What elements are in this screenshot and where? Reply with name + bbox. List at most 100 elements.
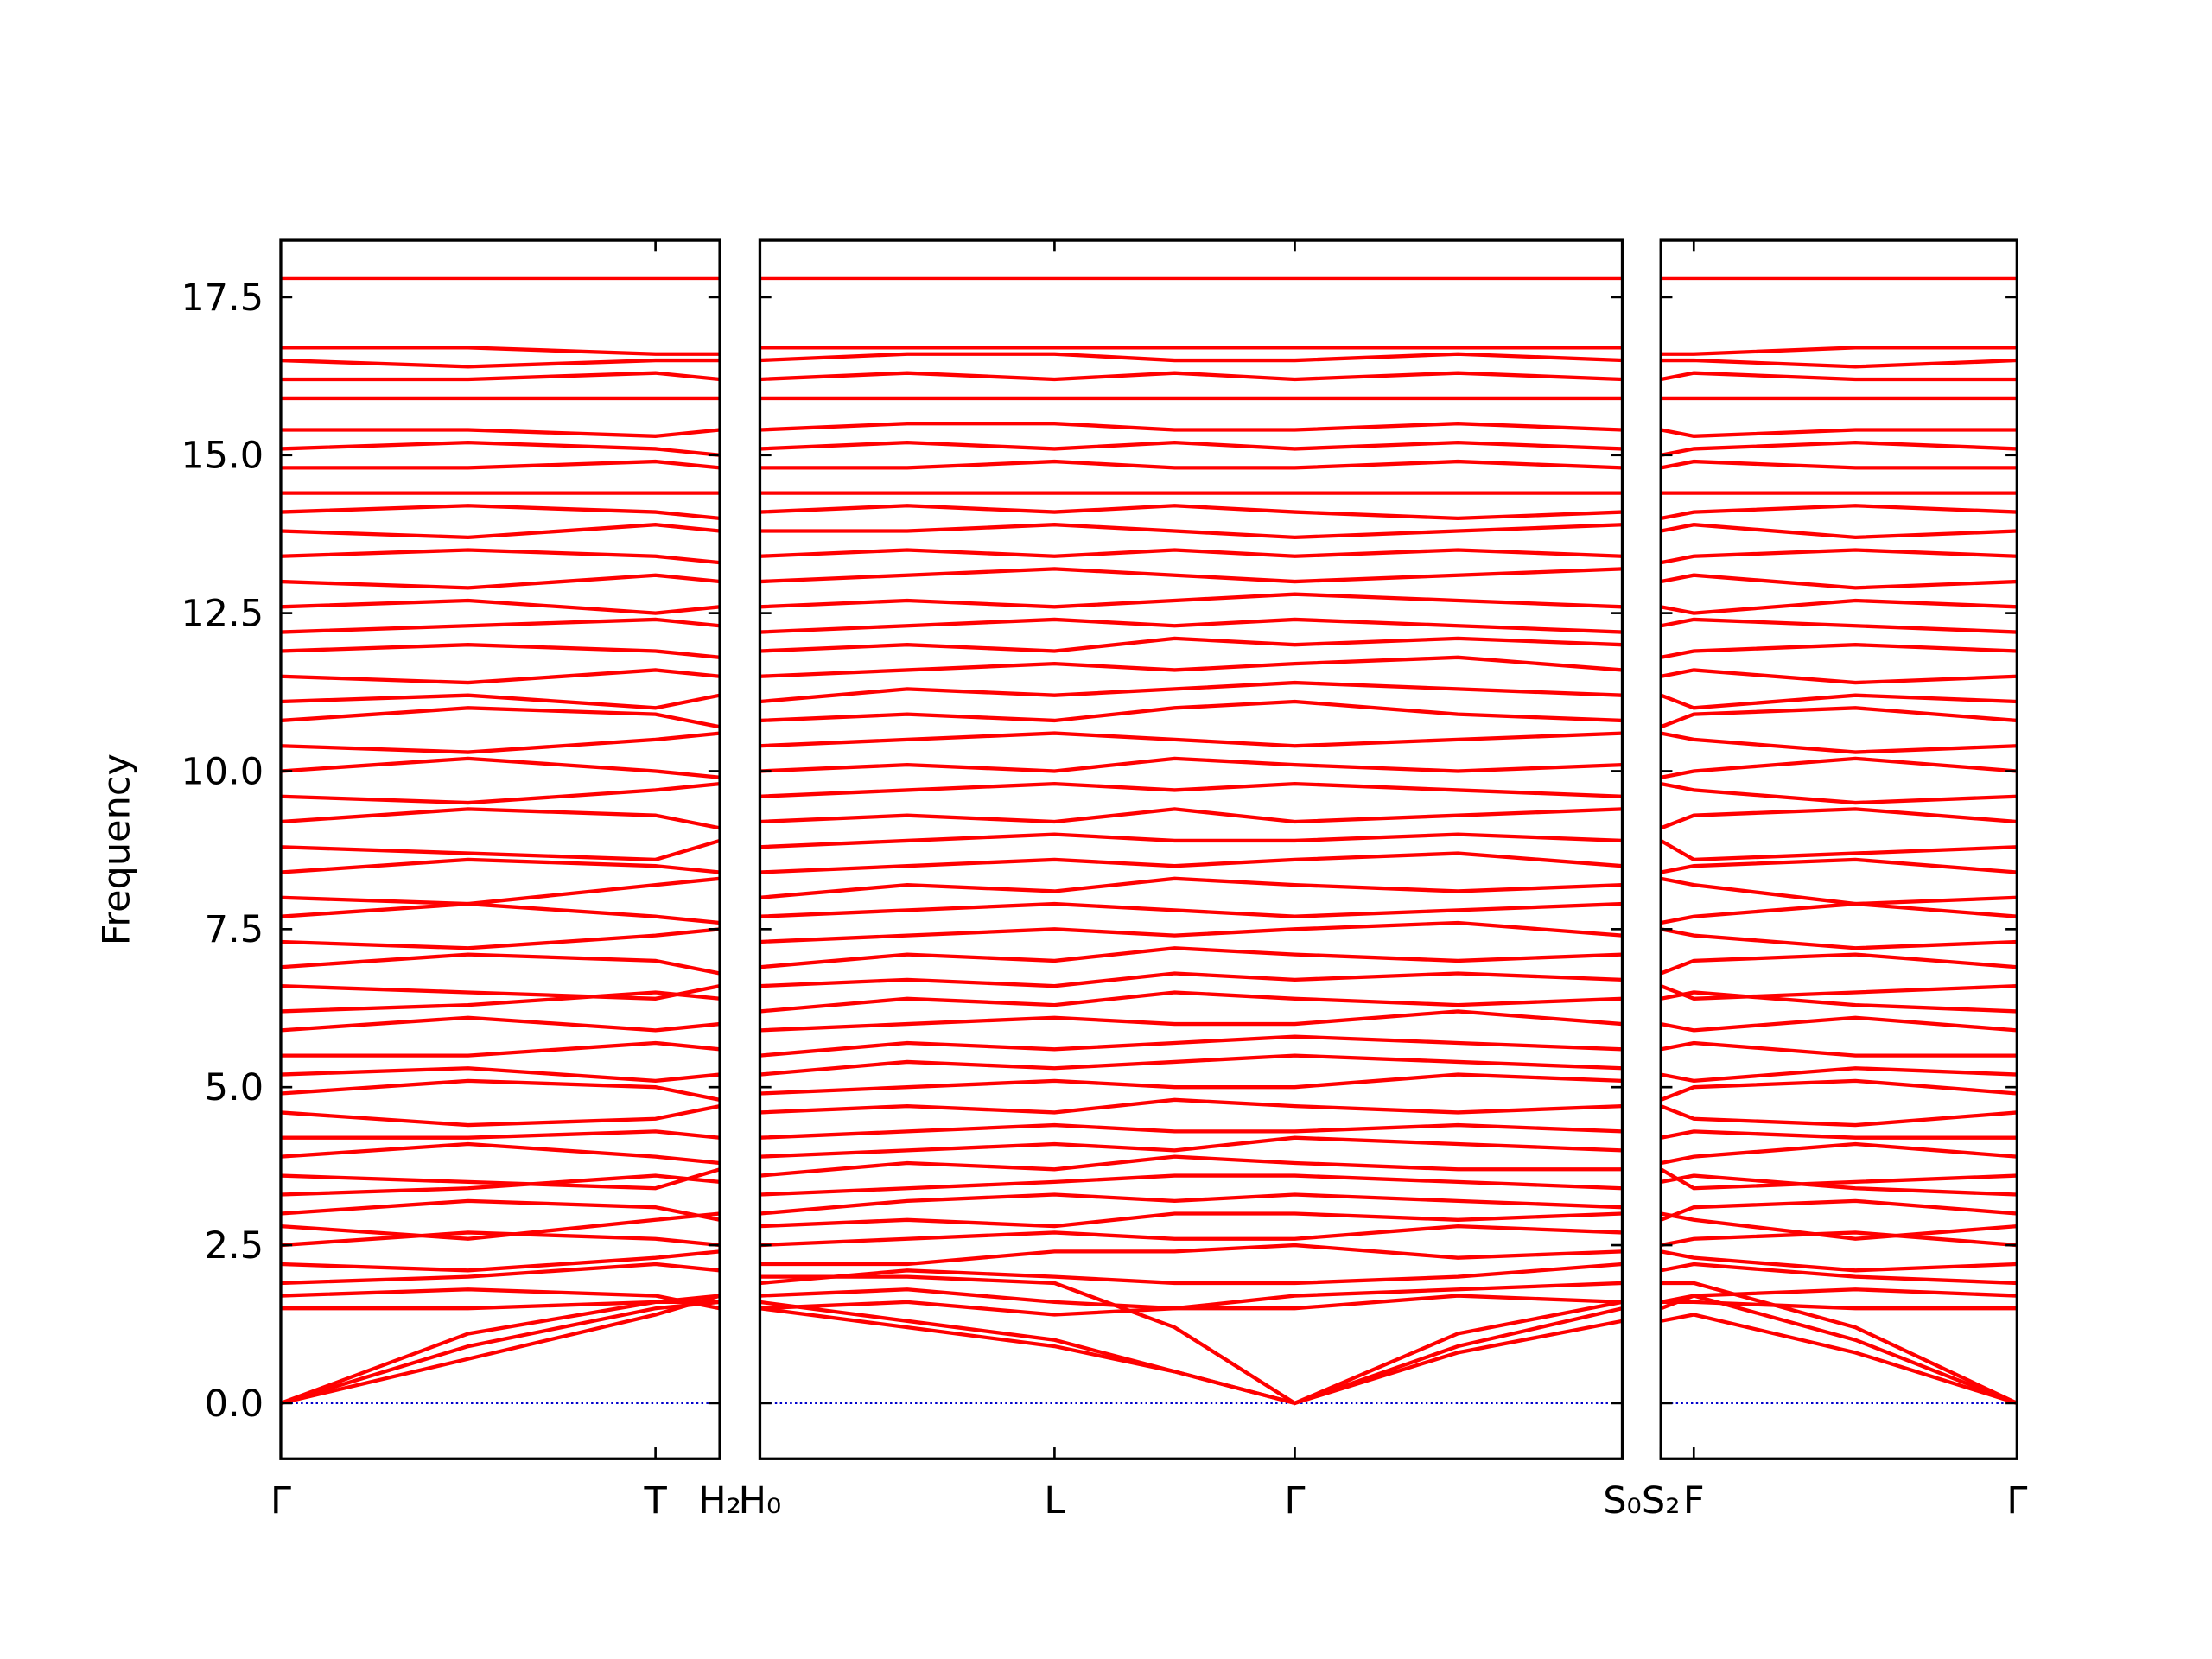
x-tick-label: S₀ — [1603, 1479, 1642, 1522]
band-line — [1661, 573, 2018, 590]
band-line — [1661, 459, 2018, 470]
band-line — [1661, 706, 2018, 729]
band-line — [280, 756, 721, 779]
band-line — [760, 504, 1623, 521]
band-line — [280, 598, 721, 615]
band-line — [280, 523, 721, 540]
band-line — [280, 548, 721, 565]
band-line — [1661, 1262, 2018, 1286]
band-line — [1661, 440, 2018, 457]
band-line — [280, 1262, 721, 1286]
band-line — [760, 832, 1623, 849]
band-line — [280, 1211, 721, 1241]
band-line — [280, 1294, 721, 1405]
band-line — [760, 1122, 1623, 1140]
band-line — [280, 901, 721, 925]
band-line — [1661, 781, 2018, 805]
band-line — [1661, 693, 2018, 710]
band-line — [280, 1249, 721, 1273]
band-line — [760, 459, 1623, 470]
band-line — [1661, 1198, 2018, 1222]
band-line — [760, 1306, 1623, 1406]
band-line — [1661, 807, 2018, 830]
band-line — [1661, 1300, 2018, 1311]
band-line — [1661, 1230, 2018, 1248]
band-line — [280, 1104, 721, 1128]
band-line — [1661, 1015, 2018, 1033]
band-line — [1661, 1211, 2018, 1241]
band-line — [280, 428, 721, 438]
band-line — [1661, 617, 2018, 634]
band-line — [1661, 371, 2018, 382]
band-line — [760, 971, 1623, 988]
band-line — [760, 1262, 1623, 1286]
band-line — [760, 1224, 1623, 1248]
band-line — [760, 1192, 1623, 1216]
band-line — [760, 1211, 1623, 1229]
x-tick-label: H₂ — [698, 1479, 741, 1522]
band-line — [280, 838, 721, 862]
band-line — [280, 668, 721, 685]
band-line — [1661, 1104, 2018, 1128]
band-line — [1661, 1078, 2018, 1102]
band-line — [1661, 1249, 2018, 1273]
plot-area — [760, 276, 1623, 1406]
band-line — [280, 1230, 721, 1248]
y-tick-label: 12.5 — [181, 593, 264, 636]
band-line — [760, 1053, 1623, 1077]
band-line — [280, 1294, 721, 1406]
band-line — [760, 1009, 1623, 1033]
band-line — [760, 1173, 1623, 1197]
y-tick-label: 10.0 — [181, 750, 264, 793]
band-line — [1661, 857, 2018, 874]
band-line — [1661, 927, 2018, 950]
band-line — [280, 876, 721, 906]
band-line — [280, 857, 721, 874]
band-line — [760, 1034, 1623, 1058]
axes-frame — [1659, 238, 2018, 1460]
band-line — [1661, 598, 2018, 615]
band-line — [760, 592, 1623, 609]
band-line — [1661, 756, 2018, 779]
band-line — [280, 984, 721, 1001]
band-line — [760, 901, 1623, 918]
band-line — [280, 1198, 721, 1222]
band-line — [760, 636, 1623, 653]
band-line — [280, 617, 721, 634]
y-tick-label: 15.0 — [181, 435, 264, 478]
band-line — [280, 693, 721, 710]
x-tick-label: F — [1683, 1479, 1705, 1522]
band-line — [1661, 1313, 2018, 1405]
band-line — [1661, 1129, 2018, 1140]
band-line — [760, 731, 1623, 748]
band-line — [280, 504, 721, 521]
band-line — [280, 371, 721, 382]
band-line — [280, 1015, 721, 1033]
band-line — [1661, 1066, 2018, 1084]
band-line — [280, 358, 721, 369]
band-line — [760, 990, 1623, 1014]
band-line — [760, 523, 1623, 540]
y-tick-label: 17.5 — [181, 276, 264, 320]
band-line — [280, 1287, 721, 1311]
band-line — [1661, 990, 2018, 1014]
x-tick-label: S₂ — [1642, 1479, 1681, 1522]
y-tick-label: 2.5 — [205, 1224, 264, 1268]
plot-area — [1661, 276, 2018, 1405]
band-line — [280, 573, 721, 590]
y-axis-label: Frequency — [96, 753, 139, 945]
y-tick-label: 0.0 — [205, 1382, 264, 1426]
band-line — [280, 1078, 721, 1102]
band-line — [1661, 839, 2018, 862]
band-line — [1661, 731, 2018, 754]
band-line — [280, 990, 721, 1014]
band-line — [280, 459, 721, 470]
axes-frame — [279, 238, 721, 1460]
band-line — [1661, 1040, 2018, 1058]
band-line — [760, 1154, 1623, 1178]
band-line — [280, 1040, 721, 1058]
band-line — [1661, 1287, 2018, 1311]
band-line — [1661, 358, 2018, 369]
